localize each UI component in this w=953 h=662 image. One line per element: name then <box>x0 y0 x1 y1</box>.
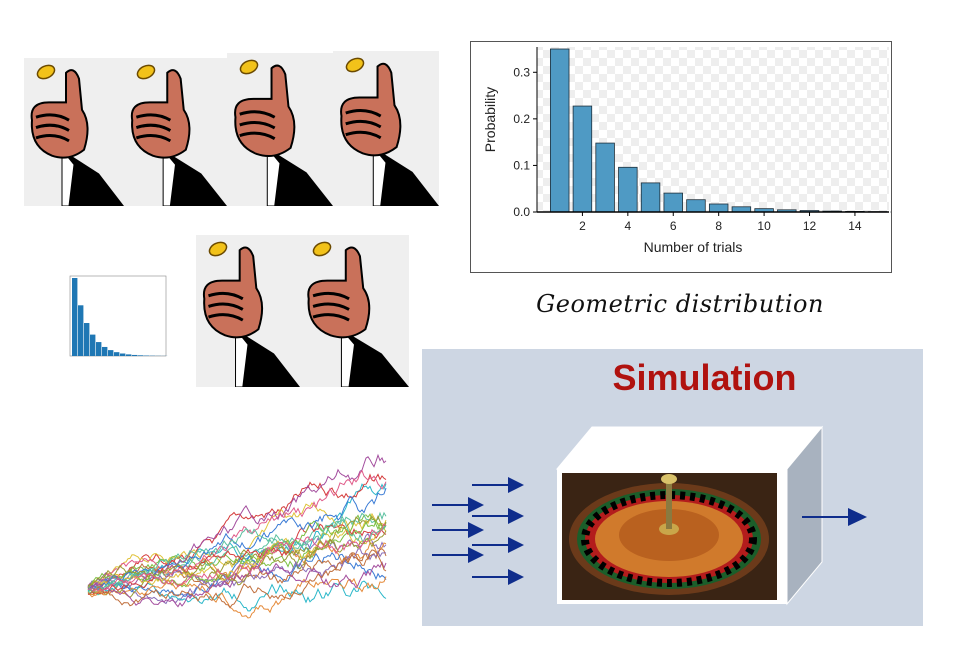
mini-bar <box>84 323 90 356</box>
random-walk-line <box>87 549 387 609</box>
bar <box>686 199 706 213</box>
mini-bar <box>120 353 126 356</box>
random-walk-line <box>87 530 387 587</box>
mini-bar <box>114 352 120 356</box>
output-arrow-icon <box>802 508 867 526</box>
arrow-icon <box>508 508 524 524</box>
mini-histogram-svg <box>69 275 168 357</box>
coin-flip-figure-1 <box>24 58 124 206</box>
thumb-flip-coin-icon <box>30 64 124 206</box>
mini-histogram <box>52 272 170 368</box>
random-walk-paths <box>87 453 387 619</box>
random-walk-line <box>87 473 387 588</box>
x-tick-label: 2 <box>579 219 586 233</box>
coin-flip-figure-4 <box>333 51 439 206</box>
random-walk-line <box>87 453 387 588</box>
simulation-panel: Simulation <box>422 349 923 626</box>
thumb-flip-coin-icon <box>340 57 439 206</box>
bar <box>663 192 683 213</box>
bar <box>549 48 570 213</box>
x-tick-label: 12 <box>803 219 817 233</box>
random-walk-line <box>87 576 387 619</box>
x-tick-label: 14 <box>848 219 862 233</box>
thumb-flip-coin-icon <box>234 59 333 206</box>
geometric-chart-svg: 0.0 0.1 0.2 0.3 2 4 6 8 10 12 14 Number of trials Pr… <box>482 47 911 255</box>
y-tick-label: 0.2 <box>513 112 530 126</box>
input-arrows <box>432 477 524 585</box>
y-axis-label: Probability <box>482 87 498 152</box>
random-walk-line <box>87 515 387 594</box>
bar <box>731 206 752 213</box>
y-tick-label: 0.1 <box>513 158 530 172</box>
geometric-caption: Geometric distribution <box>536 290 824 318</box>
bar <box>640 182 661 213</box>
x-tick-label: 6 <box>670 219 677 233</box>
coin-flip-figure-5 <box>196 235 300 387</box>
random-walk-line <box>87 561 387 608</box>
arrow-icon <box>508 477 524 493</box>
mini-bar <box>126 354 132 356</box>
random-walk-line <box>87 511 387 596</box>
coin-flip-figure-6 <box>300 235 409 387</box>
mini-bar <box>132 354 138 356</box>
y-tick-label: 0.0 <box>513 205 530 219</box>
x-tick-label: 4 <box>624 219 631 233</box>
thumb-flip-coin-icon <box>202 241 300 387</box>
thumb-flip-coin-icon <box>307 241 409 387</box>
mini-bar <box>138 355 144 356</box>
x-tick-label: 10 <box>757 219 771 233</box>
simulation-diagram <box>432 425 867 606</box>
mini-bar <box>78 305 84 356</box>
mini-bar <box>108 350 114 356</box>
bar <box>618 166 638 213</box>
arrow-icon <box>468 497 484 513</box>
mini-bar <box>90 334 96 356</box>
random-walk-line <box>87 469 387 589</box>
arrow-icon <box>468 547 484 563</box>
bar <box>572 105 593 213</box>
arrow-icon <box>508 569 524 585</box>
random-walk-line <box>87 523 387 593</box>
thumb-flip-coin-icon <box>130 64 227 206</box>
geometric-chart: 0.0 0.1 0.2 0.3 2 4 6 8 10 12 14 Number of trials Pr… <box>470 41 911 273</box>
random-walk-line <box>87 483 387 591</box>
mini-bar <box>72 278 78 356</box>
bar <box>708 203 729 213</box>
x-tick-label: 8 <box>715 219 722 233</box>
simulation-title: Simulation <box>612 357 797 398</box>
bar <box>595 142 615 213</box>
coin-flip-figure-2 <box>124 58 227 206</box>
x-axis-label: Number of trials <box>644 239 743 255</box>
arrow-icon <box>468 522 484 538</box>
y-tick-label: 0.3 <box>513 65 530 79</box>
box-top-face <box>555 426 824 470</box>
roulette-wheel-icon <box>562 473 777 600</box>
random-walk-line <box>87 522 387 595</box>
coin-flip-figure-3 <box>227 53 333 206</box>
mini-bar <box>102 346 108 356</box>
mini-bar <box>96 342 102 356</box>
random-walk-line <box>87 526 387 589</box>
arrow-icon <box>508 537 524 553</box>
